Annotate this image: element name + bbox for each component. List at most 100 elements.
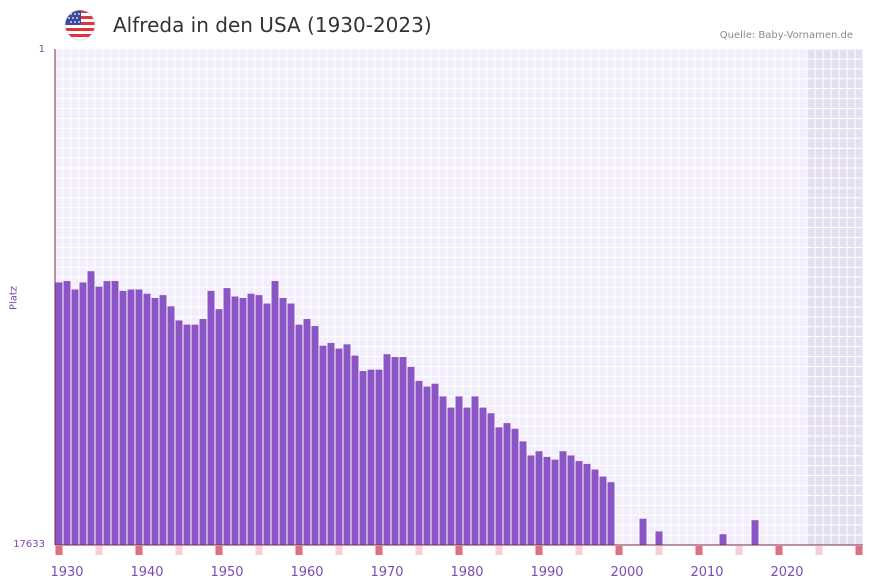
decade-marker-1999	[615, 546, 623, 555]
bar-1998	[607, 482, 615, 545]
half-decade-marker-1944	[175, 546, 183, 555]
bar-1945	[183, 324, 191, 545]
bar-1938	[127, 289, 135, 545]
bar-1957	[279, 297, 287, 545]
bar-1958	[287, 303, 295, 545]
bar-1968	[367, 369, 375, 545]
bar-1932	[79, 282, 87, 545]
bar-1982	[479, 407, 487, 545]
bar-1949	[215, 309, 223, 545]
bar-1936	[111, 281, 119, 545]
bar-1962	[319, 345, 327, 545]
half-decade-marker-2024	[815, 546, 823, 555]
half-decade-marker-2014	[735, 546, 743, 555]
bar-1970	[383, 354, 391, 545]
bar-1941	[151, 297, 159, 545]
bar-1994	[575, 461, 583, 545]
x-tick-2020: 2020	[770, 565, 803, 580]
x-tick-2010: 2010	[690, 565, 723, 580]
bar-1933	[87, 271, 95, 545]
bar-1972	[399, 357, 407, 545]
bar-1939	[135, 289, 143, 545]
bar-1942	[159, 295, 167, 545]
x-tick-1990: 1990	[530, 565, 563, 580]
bar-1987	[519, 441, 527, 545]
bar-1959	[295, 324, 303, 545]
bar-1967	[359, 371, 367, 545]
bar-1992	[559, 451, 567, 545]
decade-marker-1949	[215, 546, 223, 555]
y-tick-top: 1	[38, 44, 45, 55]
bar-1956	[271, 281, 279, 545]
bar-1978	[447, 407, 455, 545]
bar-1948	[207, 290, 215, 545]
bar-1976	[431, 383, 439, 545]
bar-1955	[263, 303, 271, 545]
half-decade-marker-1994	[575, 546, 583, 555]
bar-1951	[231, 296, 239, 545]
bar-1980	[463, 407, 471, 545]
x-tick-1950: 1950	[210, 565, 243, 580]
bar-1950	[223, 288, 231, 545]
bar-1940	[143, 293, 151, 545]
bar-1983	[487, 413, 495, 545]
bar-1935	[103, 281, 111, 545]
decade-marker-2029	[855, 546, 863, 555]
bar-1946	[191, 324, 199, 545]
half-decade-marker-1964	[335, 546, 343, 555]
bar-1974	[415, 380, 423, 545]
decade-marker-1989	[535, 546, 543, 555]
bar-1996	[591, 469, 599, 545]
bar-1995	[583, 463, 591, 545]
bar-1929	[55, 282, 63, 545]
bar-1977	[439, 396, 447, 545]
bar-1985	[503, 423, 511, 545]
bar-1973	[407, 366, 415, 545]
bar-1991	[551, 459, 559, 545]
bar-1931	[71, 289, 79, 545]
bar-1952	[239, 297, 247, 545]
bar-1937	[119, 290, 127, 545]
decade-marker-2019	[775, 546, 783, 555]
usa-flag-icon	[64, 9, 96, 41]
decade-marker-1979	[455, 546, 463, 555]
bar-1975	[423, 386, 431, 545]
x-tick-1930: 1930	[50, 565, 83, 580]
x-tick-2000: 2000	[610, 565, 643, 580]
bar-2002	[639, 518, 647, 545]
bar-1989	[535, 451, 543, 545]
bar-1947	[199, 319, 207, 545]
bar-1988	[527, 455, 535, 545]
bar-1997	[599, 476, 607, 545]
decade-marker-1929	[55, 546, 63, 555]
bar-2012	[719, 534, 727, 545]
bar-1954	[255, 295, 263, 545]
bar-1971	[391, 357, 399, 545]
x-tick-1960: 1960	[290, 565, 323, 580]
half-decade-marker-2004	[655, 546, 663, 555]
source-credit: Quelle: Baby-Vornamen.de	[719, 30, 853, 41]
bar-2004	[655, 531, 663, 545]
bar-1979	[455, 396, 463, 545]
x-tick-1980: 1980	[450, 565, 483, 580]
y-tick-bottom: 17633	[13, 539, 45, 550]
decade-marker-1959	[295, 546, 303, 555]
bar-1930	[63, 281, 71, 545]
decade-marker-1939	[135, 546, 143, 555]
bar-1953	[247, 293, 255, 545]
bar-2016	[751, 520, 759, 545]
x-tick-1970: 1970	[370, 565, 403, 580]
bar-1993	[567, 455, 575, 545]
half-decade-marker-1954	[255, 546, 263, 555]
bar-1944	[175, 320, 183, 545]
bar-1963	[327, 342, 335, 545]
bar-1943	[167, 306, 175, 545]
half-decade-marker-1974	[415, 546, 423, 555]
bar-1964	[335, 348, 343, 545]
x-tick-1940: 1940	[130, 565, 163, 580]
bar-1986	[511, 428, 519, 545]
bar-1981	[471, 396, 479, 545]
half-decade-marker-1934	[95, 546, 103, 555]
bar-1960	[303, 319, 311, 545]
